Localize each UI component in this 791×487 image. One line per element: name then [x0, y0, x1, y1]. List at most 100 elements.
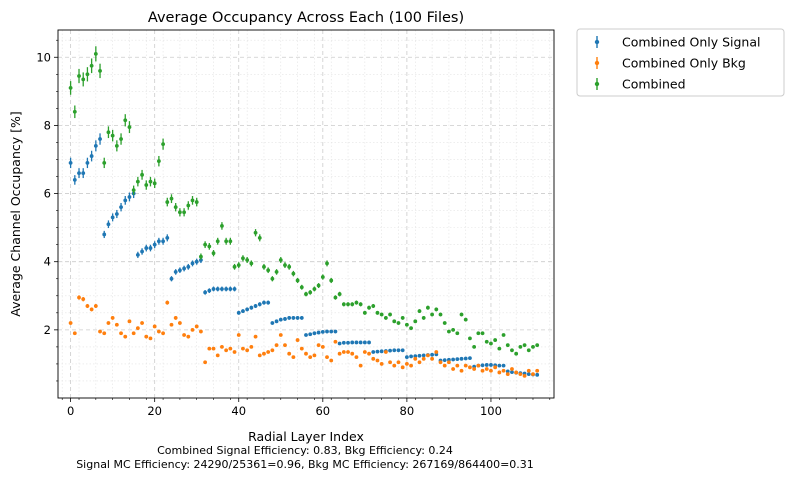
data-point — [119, 331, 123, 336]
data-point — [430, 356, 435, 361]
data-point — [207, 346, 212, 351]
data-point — [135, 326, 140, 331]
data-point — [505, 372, 510, 377]
data-point — [295, 316, 300, 320]
data-point — [510, 370, 514, 375]
data-point — [316, 343, 321, 348]
data-point — [480, 331, 485, 336]
data-point — [199, 254, 203, 259]
data-point — [493, 365, 498, 370]
data-point — [354, 355, 359, 360]
y-tick-label: 2 — [44, 323, 51, 337]
data-point — [455, 357, 460, 362]
data-point — [388, 360, 392, 365]
data-point — [144, 246, 149, 250]
data-point — [169, 276, 174, 281]
data-point — [173, 316, 178, 320]
data-point — [308, 332, 313, 337]
data-point — [346, 350, 350, 354]
data-point — [186, 334, 191, 339]
data-point — [220, 224, 224, 228]
data-point — [93, 143, 98, 148]
data-point — [535, 368, 540, 373]
data-point — [526, 348, 531, 353]
data-point — [451, 367, 456, 371]
data-point — [165, 200, 170, 204]
data-point — [463, 317, 468, 322]
data-point — [337, 351, 342, 356]
data-point — [106, 222, 111, 227]
data-point — [131, 331, 136, 336]
data-point — [93, 51, 98, 56]
data-point — [72, 178, 77, 182]
data-point — [245, 348, 250, 353]
x-tick-label: 100 — [480, 404, 502, 418]
data-point — [316, 330, 321, 335]
data-point — [346, 302, 350, 307]
data-point — [152, 181, 157, 186]
data-point — [278, 317, 283, 322]
data-point — [262, 300, 266, 305]
data-point — [358, 302, 363, 307]
data-point — [375, 358, 380, 363]
data-point — [400, 365, 405, 370]
data-point — [413, 356, 418, 361]
data-point — [505, 369, 510, 374]
data-point — [177, 321, 182, 325]
data-point — [262, 351, 266, 356]
data-point — [110, 215, 115, 220]
data-point — [68, 321, 73, 325]
data-point — [425, 353, 430, 358]
data-point — [249, 305, 254, 310]
data-point — [447, 329, 451, 334]
data-point — [392, 348, 397, 353]
data-point — [417, 309, 422, 314]
data-point — [114, 322, 119, 327]
data-point — [308, 355, 313, 360]
x-tick-label: 0 — [67, 404, 74, 418]
data-point — [304, 292, 308, 296]
data-point — [430, 352, 435, 357]
data-point — [140, 321, 144, 325]
data-point — [77, 295, 81, 300]
data-point — [346, 340, 350, 345]
data-point — [85, 72, 90, 77]
data-point — [383, 350, 388, 354]
data-point — [106, 321, 111, 325]
data-point — [362, 350, 367, 354]
data-point — [518, 372, 523, 377]
legend-label: Combined — [622, 77, 686, 92]
data-point — [190, 261, 195, 266]
data-point — [224, 287, 229, 291]
data-point — [224, 239, 229, 244]
data-point — [442, 358, 447, 363]
data-point — [463, 356, 468, 361]
y-tick-label: 4 — [44, 255, 51, 269]
data-point — [156, 239, 161, 244]
data-point — [266, 350, 271, 354]
data-point — [211, 346, 216, 351]
data-point — [388, 348, 392, 353]
data-point — [106, 130, 111, 135]
data-point — [442, 321, 447, 325]
data-point — [253, 334, 258, 339]
y-tick-label: 10 — [36, 50, 51, 64]
data-point — [531, 344, 535, 349]
data-point — [241, 256, 245, 261]
data-point — [228, 239, 233, 244]
data-point — [245, 258, 250, 262]
y-tick-label: 8 — [44, 118, 51, 132]
data-point — [253, 230, 258, 235]
data-point — [102, 232, 107, 237]
data-point — [510, 367, 514, 371]
data-point — [93, 304, 98, 308]
data-point — [396, 321, 401, 325]
data-point — [396, 348, 401, 353]
plot-frame — [57, 29, 555, 399]
axis-ticks: 0 20 40 60 80 100 2 4 6 8 10 — [36, 39, 551, 418]
data-point — [190, 327, 195, 332]
data-point — [476, 331, 481, 336]
data-point — [501, 368, 506, 373]
data-point — [493, 338, 498, 342]
